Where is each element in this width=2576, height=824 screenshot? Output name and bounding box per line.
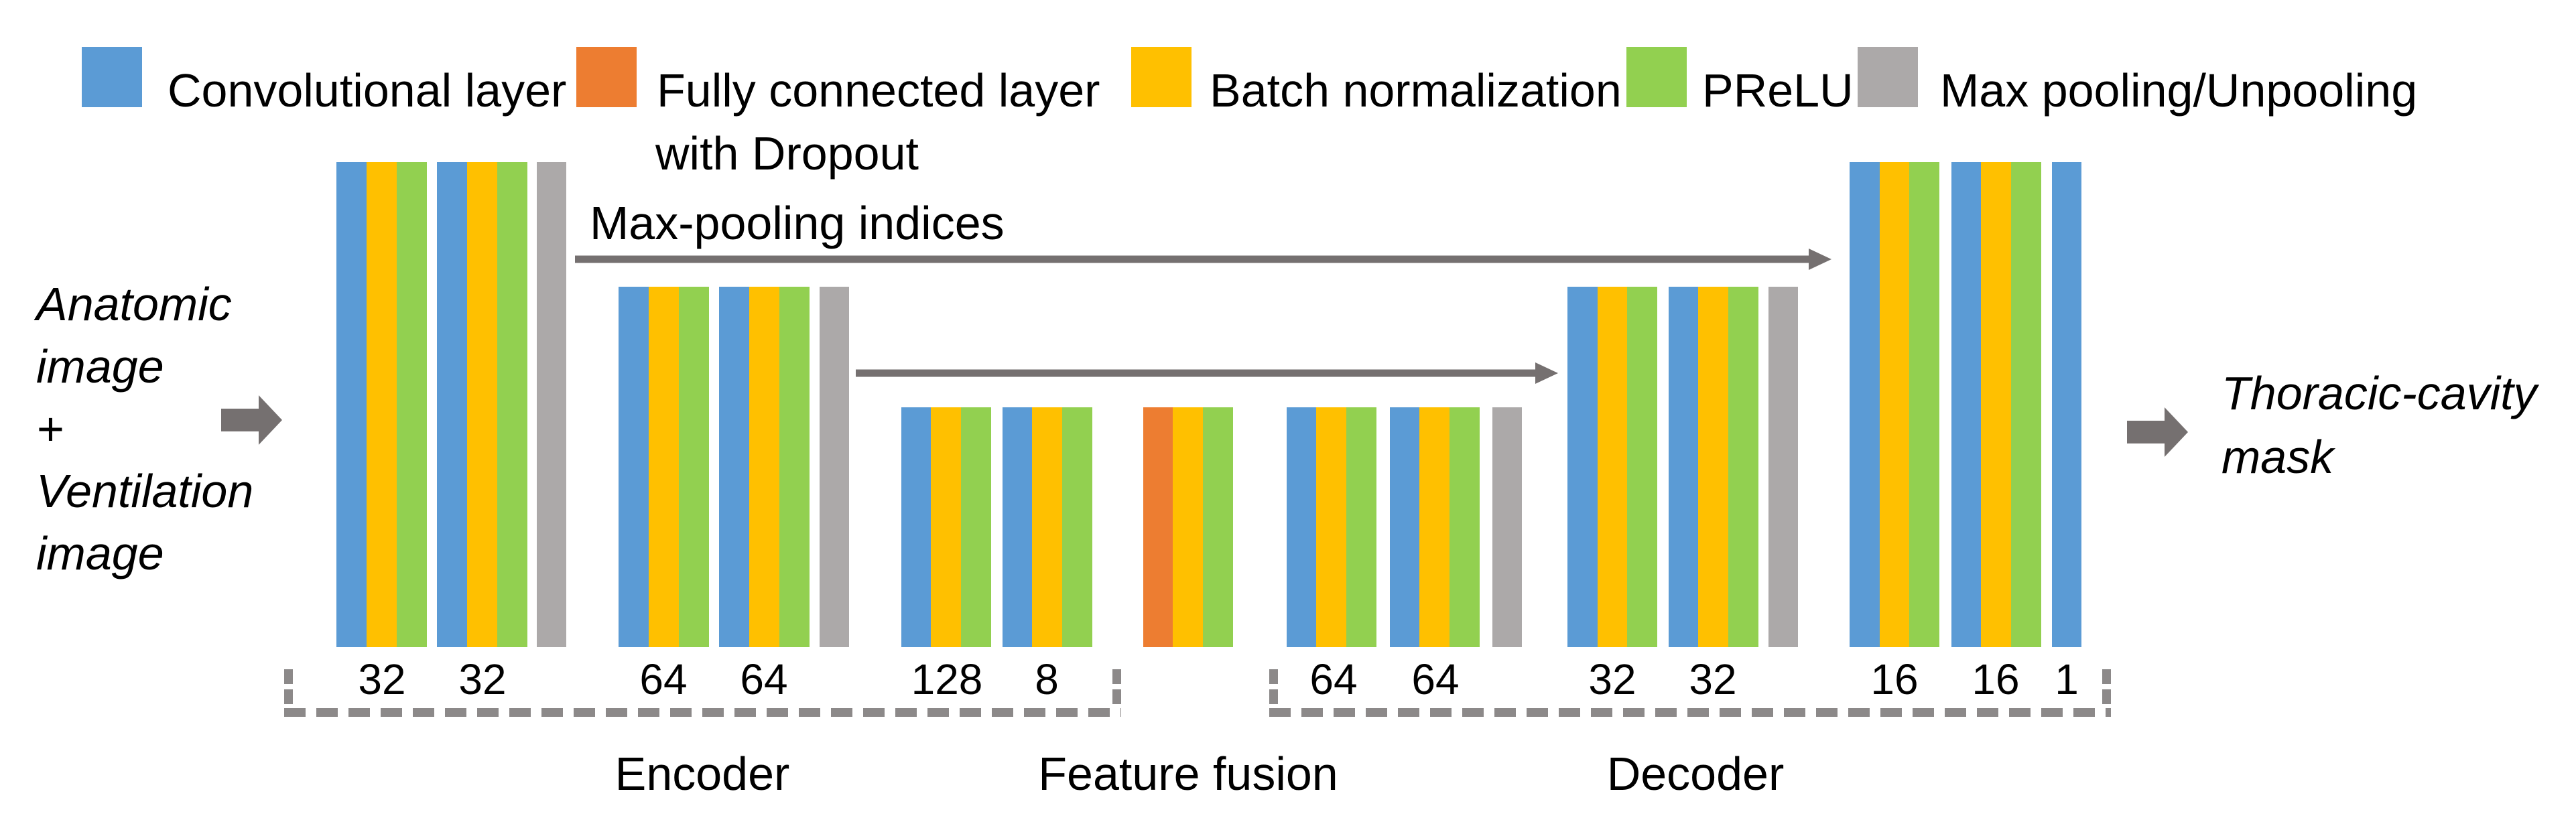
output-arrow-icon: [2127, 407, 2188, 457]
encoder-block-3-conv-bar: [901, 407, 931, 647]
encoder-block-2-pooling-bar: [820, 287, 849, 647]
encoder-block-2-conv-bar: [719, 287, 749, 647]
decoder-block-3-channel-count: 1: [2055, 655, 2079, 703]
encoder-block-3-channel-count: 8: [1035, 655, 1059, 703]
decoder-block-1-channel-count: 64: [1411, 655, 1460, 703]
batch_norm-legend-label: Batch normalization: [1210, 64, 1622, 117]
prelu-legend-label: PReLU: [1702, 64, 1854, 117]
decoder-block-1-prelu-bar: [1346, 407, 1376, 647]
decoder-block-3-channel-count: 16: [1972, 655, 2020, 703]
decoder-block-2-conv-bar: [1567, 287, 1598, 647]
encoder-block-3-channel-count: 128: [911, 655, 983, 703]
decoder-block-3-channel-count: 16: [1870, 655, 1919, 703]
encoder-block-3-prelu-bar: [961, 407, 991, 647]
encoder-block-3-conv-bar: [1003, 407, 1033, 647]
decoder-block-1-batch_norm-bar: [1419, 407, 1450, 647]
prelu-legend-swatch: [1626, 47, 1687, 107]
decoder-block-3-conv-bar: [1850, 162, 1880, 647]
decoder-block-2-batch_norm-bar: [1598, 287, 1628, 647]
label-line: image: [36, 527, 164, 579]
feature-fusion-block-fc_dropout-bar: [1143, 407, 1173, 647]
decoder-block-3-prelu-bar: [2011, 162, 2041, 647]
encoder-block-2-prelu-bar: [779, 287, 810, 647]
decoder-block-2-prelu-bar: [1728, 287, 1758, 647]
decoder-section-label: Decoder: [1606, 748, 1785, 800]
pooling-legend-swatch: [1858, 47, 1918, 107]
encoder-block-1-conv-bar: [437, 162, 467, 647]
encoder-block-2-batch_norm-bar: [749, 287, 779, 647]
encoder-block-3-batch_norm-bar: [1032, 407, 1062, 647]
decoder-block-1-conv-bar: [1287, 407, 1317, 647]
decoder-block-3-conv-bar: [2052, 162, 2081, 647]
encoder-block-1-batch_norm-bar: [467, 162, 497, 647]
fc_dropout-legend-swatch: [576, 47, 637, 107]
decoder-block-3-conv-bar: [1951, 162, 1982, 647]
encoder-block-2-prelu-bar: [679, 287, 709, 647]
decoder-block-2-prelu-bar: [1627, 287, 1657, 647]
label-line: mask: [2221, 431, 2334, 483]
decoder-block-3-batch_norm-bar: [1880, 162, 1910, 647]
decoder-block-2-batch_norm-bar: [1698, 287, 1728, 647]
batch_norm-legend-swatch: [1131, 47, 1192, 107]
feature-fusion-block-batch_norm-bar: [1173, 407, 1203, 647]
decoder-bracket: [1269, 708, 2111, 717]
decoder-bracket-left-tick: [1269, 669, 1278, 708]
encoder-block-3-batch_norm-bar: [931, 407, 961, 647]
fc_dropout-legend-label: Fully connected layer: [657, 64, 1100, 117]
encoder-bracket-left-tick: [284, 669, 293, 708]
encoder-bracket: [284, 708, 1121, 717]
decoder-block-2-pooling-bar: [1768, 287, 1798, 647]
feature-fusion-section-label: Feature fusion: [1038, 748, 1338, 800]
decoder-block-1-batch_norm-bar: [1316, 407, 1346, 647]
label-line: Anatomic: [36, 278, 232, 330]
decoder-block-1-channel-count: 64: [1309, 655, 1358, 703]
pooling-legend-label: Max pooling/Unpooling: [1940, 64, 2418, 117]
label-line: image: [36, 340, 164, 393]
feature-fusion-block-prelu-bar: [1203, 407, 1233, 647]
skip-connection-label: Max-pooling indices: [590, 197, 1005, 249]
encoder-block-1-prelu-bar: [397, 162, 427, 647]
encoder-block-1-prelu-bar: [497, 162, 527, 647]
max-pooling-indices-arrow-1: [575, 249, 1831, 270]
input-label: Anatomic image + Ventilation image: [36, 273, 253, 585]
max-pooling-indices-arrow-2: [856, 362, 1558, 384]
label-line: Thoracic-cavity: [2221, 367, 2537, 419]
conv-legend-swatch: [82, 47, 142, 107]
decoder-block-1-prelu-bar: [1450, 407, 1480, 647]
encoder-block-2-batch_norm-bar: [649, 287, 679, 647]
encoder-block-1-channel-count: 32: [358, 655, 406, 703]
decoder-block-1-conv-bar: [1390, 407, 1420, 647]
encoder-block-2-channel-count: 64: [639, 655, 688, 703]
encoder-block-1-batch_norm-bar: [367, 162, 397, 647]
encoder-block-1-pooling-bar: [537, 162, 566, 647]
encoder-block-3-prelu-bar: [1062, 407, 1092, 647]
decoder-block-3-prelu-bar: [1909, 162, 1939, 647]
encoder-block-2-conv-bar: [619, 287, 649, 647]
encoder-section-label: Encoder: [615, 748, 790, 800]
encoder-block-1-channel-count: 32: [458, 655, 507, 703]
label-line: Ventilation: [36, 465, 254, 517]
decoder-block-2-channel-count: 32: [1689, 655, 1737, 703]
label-line: +: [36, 403, 64, 455]
decoder-bracket-right-tick: [2102, 669, 2111, 708]
decoder-block-1-pooling-bar: [1492, 407, 1522, 647]
fc_dropout-legend-label-line2: with Dropout: [655, 127, 919, 180]
encoder-block-1-conv-bar: [336, 162, 367, 647]
input-arrow-icon: [221, 395, 282, 445]
conv-legend-label: Convolutional layer: [168, 64, 567, 117]
encoder-block-2-channel-count: 64: [740, 655, 788, 703]
output-label: Thoracic-cavity mask: [2221, 362, 2537, 489]
encoder-bracket-right-tick: [1112, 669, 1121, 708]
decoder-block-2-conv-bar: [1669, 287, 1699, 647]
decoder-block-2-channel-count: 32: [1588, 655, 1636, 703]
decoder-block-3-batch_norm-bar: [1981, 162, 2011, 647]
